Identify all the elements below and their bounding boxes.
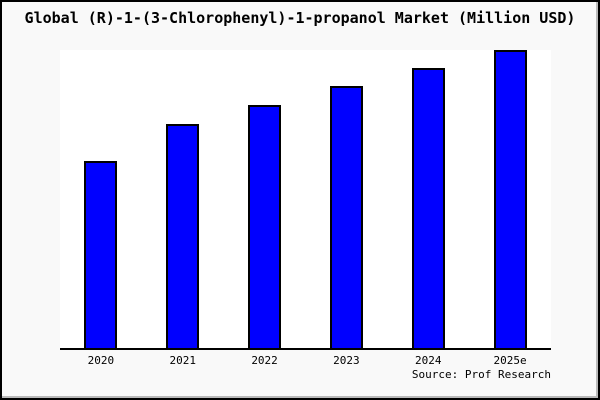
- bar-2024: [411, 68, 445, 348]
- x-tick-label-2020: 2020: [87, 354, 115, 367]
- bar-slot-2020: [60, 50, 142, 348]
- x-tick-label-2024: 2024: [414, 354, 442, 367]
- source-text: Source: Prof Research: [411, 368, 551, 381]
- bar-series: [60, 50, 551, 348]
- x-tick-label-2023: 2023: [333, 354, 360, 367]
- bar-slot-2025e: [469, 50, 551, 348]
- x-tick-label-2022: 2022: [251, 354, 278, 367]
- bar-slot-2021: [142, 50, 224, 348]
- bar-2023: [329, 86, 363, 348]
- bar-slot-2023: [305, 50, 387, 348]
- bar-2020: [84, 161, 118, 348]
- bar-2022: [248, 105, 282, 348]
- bar-slot-2024: [387, 50, 469, 348]
- x-tick-label-2021: 2021: [169, 354, 196, 367]
- x-tick-label-2025e: 2025e: [493, 354, 527, 367]
- bar-2025e: [493, 50, 527, 348]
- bar-2021: [166, 124, 200, 348]
- bar-slot-2022: [224, 50, 306, 348]
- chart-title: Global (R)-1-(3-Chlorophenyl)-1-propanol…: [24, 9, 576, 27]
- x-axis-labels: 2020 2021 2022 2023 2024 2025e: [60, 354, 551, 368]
- plot-area: [60, 50, 551, 350]
